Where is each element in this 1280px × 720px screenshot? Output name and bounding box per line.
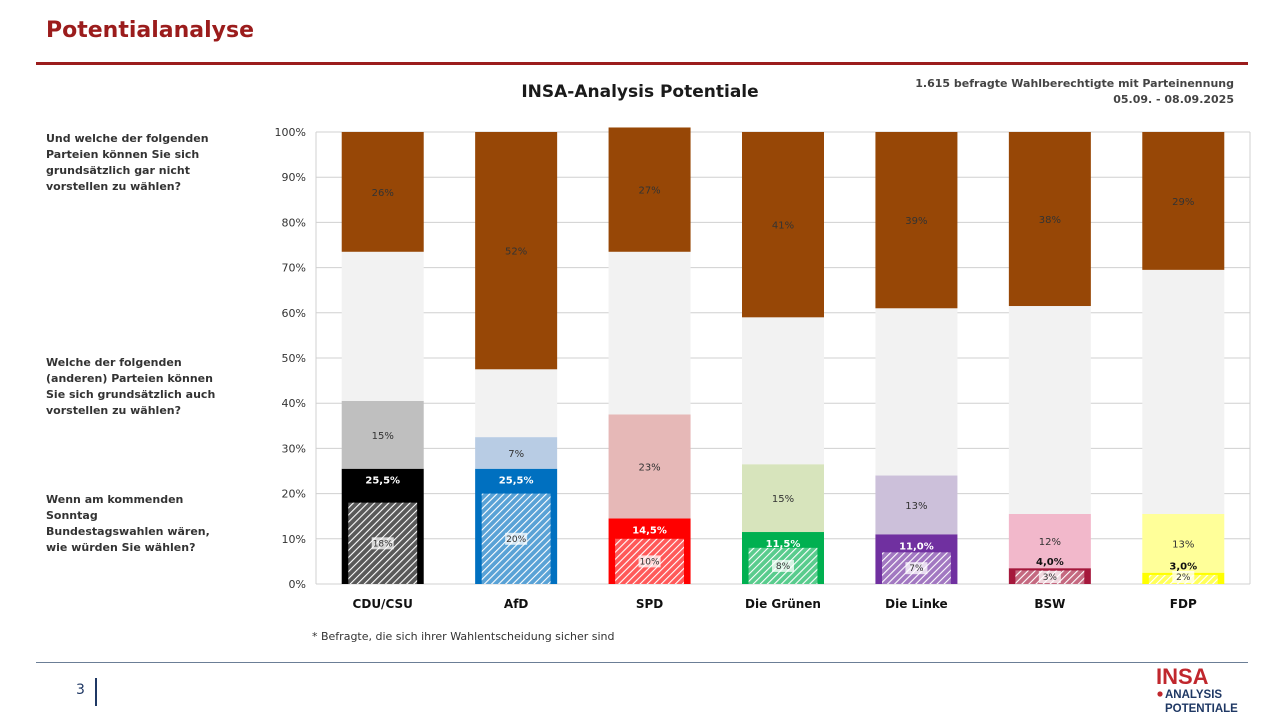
svg-text:ANALYSIS: ANALYSIS <box>1165 689 1222 701</box>
potential-segment-cdu-csu <box>341 400 424 469</box>
rejection-segment-fdp <box>1142 132 1225 270</box>
potential-share-label: 7% <box>508 449 524 460</box>
svg-text:POTENTIALE: POTENTIALE <box>1165 703 1238 715</box>
insa-logo: INSA ANALYSIS POTENTIALE <box>1156 664 1238 715</box>
potential-share-label: 23% <box>638 462 660 473</box>
potential-share-label: 13% <box>1172 539 1194 550</box>
question-potential: Welche der folgenden (anderen) Parteien … <box>46 356 216 417</box>
certain-voter-label: 18% <box>373 539 393 549</box>
question-vote: Wenn am kommenden Sonntag Bundestagswahl… <box>46 493 210 554</box>
y-tick-label: 60% <box>282 307 306 320</box>
vote-share-label: 11,0% <box>899 541 934 552</box>
footer-divider <box>36 662 1248 663</box>
potential-segment-bsw <box>1008 513 1091 569</box>
certain-voter-label: 10% <box>640 557 660 567</box>
potential-share-label: 15% <box>372 431 394 442</box>
x-tick-label: SPD <box>636 597 663 611</box>
certain-label-bg <box>905 562 928 575</box>
neutral-segment-spd <box>608 251 691 415</box>
certain-voter-label: 20% <box>506 535 526 545</box>
certain-voter-label: 2% <box>1176 573 1191 583</box>
y-tick-label: 80% <box>282 216 306 229</box>
neutral-segment-afd <box>475 369 558 438</box>
neutral-segment-fdp <box>1142 269 1225 514</box>
certain-label-bg <box>505 532 528 545</box>
potential-share-label: 12% <box>1039 537 1061 548</box>
certain-label-bg <box>772 559 794 572</box>
rejection-share-label: 27% <box>638 186 660 197</box>
page-number-bar <box>95 678 97 706</box>
rejection-share-label: 26% <box>372 188 394 199</box>
certain-label-bg <box>1172 571 1195 583</box>
potential-segment-fdp <box>1142 513 1225 573</box>
x-tick-label: BSW <box>1034 597 1065 611</box>
y-tick-label: 10% <box>282 533 306 546</box>
survey-dates: 05.09. - 08.09.2025 <box>1113 93 1234 106</box>
chart-title: INSA-Analysis Potentiale <box>521 82 759 102</box>
potential-share-label: 15% <box>772 494 794 505</box>
y-tick-label: 90% <box>282 171 306 184</box>
rejection-share-label: 38% <box>1039 215 1061 226</box>
survey-source: 1.615 befragte Wahlberechtigte mit Parte… <box>915 76 1234 108</box>
y-tick-label: 50% <box>282 352 306 365</box>
footnote: * Befragte, die sich ihrer Wahlentscheid… <box>312 630 615 643</box>
rejection-share-label: 41% <box>772 221 794 232</box>
rejection-share-label: 52% <box>505 247 527 258</box>
vote-share-label: 25,5% <box>499 476 534 487</box>
potential-share-label: 13% <box>905 501 927 512</box>
vote-share-label: 25,5% <box>365 476 400 487</box>
neutral-segment-die-linke <box>875 308 958 476</box>
question-rejection: Und welche der folgenden Parteien können… <box>46 132 209 193</box>
rejection-share-label: 29% <box>1172 197 1194 208</box>
potential-segment-spd <box>608 414 691 519</box>
neutral-segment-bsw <box>1008 306 1091 514</box>
certain-voter-label: 8% <box>776 562 791 572</box>
rejection-segment-die-gr-nen <box>742 132 824 318</box>
certain-voter-label: 3% <box>1043 573 1058 583</box>
neutral-segment-cdu-csu <box>341 251 424 401</box>
svg-text:INSA: INSA <box>1156 664 1209 689</box>
rejection-segment-afd <box>475 132 558 370</box>
potential-segment-die-gr-nen <box>742 464 824 533</box>
page-number: 3 <box>76 682 85 698</box>
vote-share-label: 4,0% <box>1036 557 1064 568</box>
x-tick-label: AfD <box>504 597 529 611</box>
y-tick-label: 30% <box>282 442 306 455</box>
rejection-share-label: 39% <box>905 216 927 227</box>
vote-share-label: 14,5% <box>632 525 667 536</box>
y-tick-label: 20% <box>282 488 306 501</box>
neutral-segment-die-gr-nen <box>742 317 824 465</box>
y-tick-label: 70% <box>282 262 306 275</box>
x-tick-label: FDP <box>1170 597 1197 611</box>
vote-share-label: 11,5% <box>766 539 801 550</box>
y-tick-label: 0% <box>289 578 306 591</box>
x-tick-label: Die Grünen <box>745 597 821 611</box>
x-tick-label: CDU/CSU <box>353 597 413 611</box>
page-title: Potentialanalyse <box>46 18 255 43</box>
certain-label-bg <box>638 555 661 568</box>
potential-segment-afd <box>475 437 558 469</box>
survey-sample: 1.615 befragte Wahlberechtigte mit Parte… <box>915 77 1234 90</box>
title-divider <box>36 62 1248 65</box>
rejection-segment-spd <box>608 127 691 252</box>
y-tick-label: 40% <box>282 397 306 410</box>
rejection-segment-die-linke <box>875 132 958 309</box>
rejection-segment-bsw <box>1008 132 1091 307</box>
x-tick-label: Die Linke <box>885 597 948 611</box>
vote-share-label: 3,0% <box>1169 562 1197 573</box>
certain-label-bg <box>371 537 394 550</box>
certain-voter-label: 7% <box>909 564 924 574</box>
potential-segment-die-linke <box>875 475 958 535</box>
y-tick-label: 100% <box>275 126 306 139</box>
certain-label-bg <box>1038 571 1061 583</box>
rejection-segment-cdu-csu <box>341 132 424 252</box>
